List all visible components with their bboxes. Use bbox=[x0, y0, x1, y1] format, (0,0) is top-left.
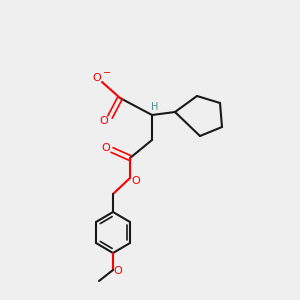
Text: O: O bbox=[100, 116, 108, 126]
Text: H: H bbox=[151, 102, 159, 112]
Text: O: O bbox=[132, 176, 140, 186]
Text: O: O bbox=[114, 266, 122, 276]
Text: −: − bbox=[103, 68, 111, 78]
Text: O: O bbox=[93, 73, 101, 83]
Text: O: O bbox=[102, 143, 110, 153]
